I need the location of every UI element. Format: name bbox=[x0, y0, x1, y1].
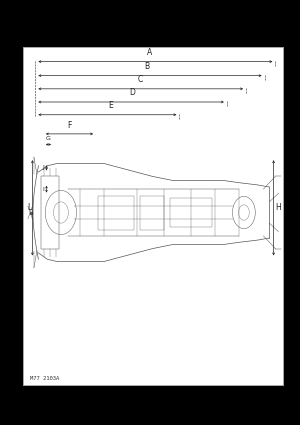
Text: C: C bbox=[137, 75, 142, 84]
Bar bbox=[140, 196, 164, 230]
Text: G: G bbox=[46, 136, 51, 141]
Text: H: H bbox=[275, 203, 281, 212]
Bar bbox=[41, 176, 59, 249]
Text: D: D bbox=[129, 88, 135, 97]
Bar bbox=[23, 47, 283, 385]
Text: B: B bbox=[144, 62, 150, 71]
Text: F: F bbox=[67, 122, 72, 130]
Text: M77 2103A: M77 2103A bbox=[30, 376, 59, 381]
Text: E: E bbox=[109, 101, 113, 110]
Bar bbox=[98, 196, 134, 230]
Text: A: A bbox=[147, 48, 153, 57]
Bar bbox=[170, 198, 212, 227]
Text: L: L bbox=[27, 203, 31, 212]
Text: I: I bbox=[42, 187, 44, 192]
Text: J: J bbox=[42, 165, 44, 170]
